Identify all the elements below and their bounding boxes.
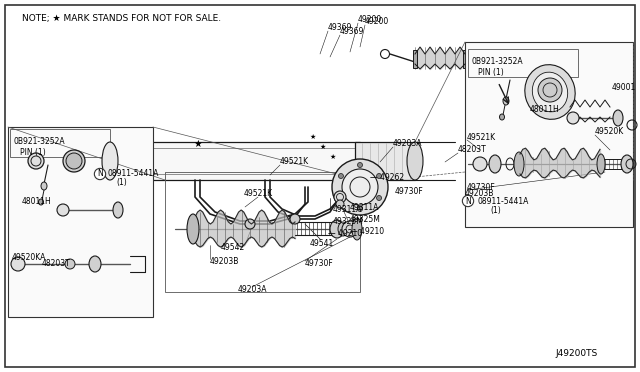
Text: 08911-5441A: 08911-5441A	[108, 170, 159, 179]
Text: 0B921-3252A: 0B921-3252A	[13, 138, 65, 147]
Circle shape	[342, 169, 378, 205]
Ellipse shape	[597, 154, 605, 174]
Text: 49369: 49369	[328, 23, 353, 32]
Circle shape	[376, 173, 381, 179]
Text: 49369: 49369	[340, 28, 364, 36]
Text: 49730F: 49730F	[305, 260, 333, 269]
Ellipse shape	[89, 256, 101, 272]
Ellipse shape	[407, 142, 423, 180]
Bar	[465, 42, 633, 227]
Circle shape	[57, 204, 69, 216]
Bar	[463, 50, 467, 68]
Bar	[165, 172, 360, 292]
Ellipse shape	[187, 214, 199, 244]
Text: — 49210: — 49210	[328, 230, 362, 238]
Text: 49311A: 49311A	[333, 205, 362, 215]
Text: 0B921-3252A: 0B921-3252A	[471, 58, 523, 67]
Ellipse shape	[352, 218, 362, 240]
Ellipse shape	[63, 150, 85, 172]
Text: 49203B: 49203B	[465, 189, 494, 199]
Bar	[468, 49, 578, 77]
Text: 49521K: 49521K	[243, 189, 273, 199]
Text: 49730F: 49730F	[395, 187, 424, 196]
Text: (1): (1)	[490, 206, 500, 215]
Text: 49730F: 49730F	[467, 183, 496, 192]
Text: 49520KA: 49520KA	[12, 253, 46, 262]
Bar	[355, 142, 415, 180]
Circle shape	[339, 173, 344, 179]
Ellipse shape	[613, 110, 623, 126]
Text: 49521K: 49521K	[467, 132, 496, 141]
Ellipse shape	[489, 155, 501, 173]
Text: 49541: 49541	[310, 240, 334, 248]
Text: 48203T: 48203T	[458, 145, 487, 154]
Text: 48011H: 48011H	[22, 198, 52, 206]
Ellipse shape	[41, 182, 47, 190]
Circle shape	[342, 221, 358, 237]
Text: N: N	[465, 196, 471, 205]
Ellipse shape	[525, 65, 575, 119]
Ellipse shape	[503, 97, 509, 105]
Text: ★: ★	[194, 139, 202, 149]
Text: 49001: 49001	[612, 83, 636, 92]
Text: 49325M: 49325M	[350, 215, 381, 224]
Text: 49200: 49200	[365, 17, 389, 26]
Ellipse shape	[532, 72, 568, 112]
Bar	[8, 127, 153, 317]
Text: 49520K: 49520K	[595, 128, 624, 137]
Text: 48203T: 48203T	[42, 260, 71, 269]
Ellipse shape	[113, 202, 123, 218]
Text: ★: ★	[330, 154, 336, 160]
Ellipse shape	[338, 222, 348, 236]
Circle shape	[473, 157, 487, 171]
Circle shape	[339, 196, 344, 201]
Text: NOTE; ★ MARK STANDS FOR NOT FOR SALE.: NOTE; ★ MARK STANDS FOR NOT FOR SALE.	[22, 13, 221, 22]
Text: 49542: 49542	[221, 244, 245, 253]
Text: — 49210: — 49210	[350, 228, 384, 237]
Circle shape	[28, 153, 44, 169]
Text: J49200TS: J49200TS	[555, 350, 597, 359]
Bar	[110, 142, 360, 180]
Circle shape	[65, 259, 75, 269]
Bar	[413, 50, 417, 68]
Ellipse shape	[621, 155, 633, 173]
Text: N: N	[97, 170, 103, 179]
Ellipse shape	[330, 220, 344, 238]
Text: 49521K: 49521K	[280, 157, 309, 167]
Text: ★: ★	[320, 144, 326, 150]
Text: (1): (1)	[116, 179, 127, 187]
Text: ★: ★	[310, 134, 316, 140]
Bar	[10, 129, 110, 157]
Circle shape	[358, 163, 362, 167]
Text: 49203B: 49203B	[210, 257, 239, 266]
Circle shape	[538, 78, 562, 102]
Circle shape	[358, 206, 362, 212]
Text: — 49262: — 49262	[370, 173, 404, 182]
Ellipse shape	[102, 142, 118, 180]
Circle shape	[245, 219, 255, 229]
Text: 49311A: 49311A	[350, 202, 380, 212]
Circle shape	[567, 112, 579, 124]
Circle shape	[336, 200, 344, 208]
Text: PIN (1): PIN (1)	[478, 67, 504, 77]
Circle shape	[11, 257, 25, 271]
Circle shape	[290, 214, 300, 224]
Ellipse shape	[499, 114, 504, 120]
Text: 49203A: 49203A	[393, 140, 422, 148]
Circle shape	[66, 153, 82, 169]
Circle shape	[332, 159, 388, 215]
Text: 48011H: 48011H	[530, 106, 560, 115]
Text: PIN (1): PIN (1)	[20, 148, 45, 157]
Circle shape	[334, 191, 346, 203]
Circle shape	[376, 196, 381, 201]
Text: 08911-5441A: 08911-5441A	[478, 196, 529, 205]
Ellipse shape	[38, 199, 44, 205]
Text: 49203A: 49203A	[237, 285, 267, 295]
Ellipse shape	[514, 152, 524, 176]
Text: 49325M: 49325M	[333, 218, 364, 227]
Text: 49200: 49200	[358, 16, 382, 25]
